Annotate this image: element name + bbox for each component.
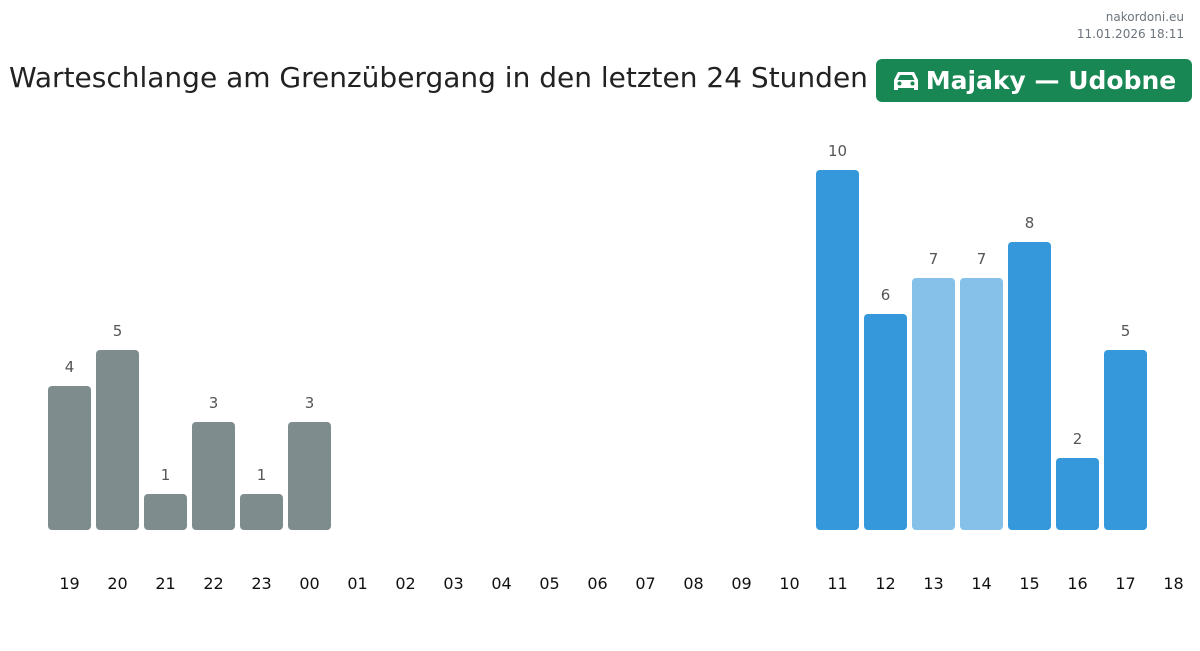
- x-tick-label: 12: [875, 574, 895, 593]
- bar-14: [960, 278, 1003, 530]
- value-label-23: 1: [257, 466, 267, 484]
- x-tick-label: 01: [347, 574, 367, 593]
- value-label-15: 8: [1025, 214, 1035, 232]
- x-tick-label: 13: [923, 574, 943, 593]
- car-icon: [893, 71, 918, 90]
- value-label-14: 7: [977, 250, 987, 268]
- x-tick-label: 03: [443, 574, 463, 593]
- x-tick-label: 10: [779, 574, 799, 593]
- x-tick-label: 19: [59, 574, 79, 593]
- badge-label: Majaky — Udobne: [925, 66, 1177, 95]
- bar-19: [48, 386, 91, 530]
- bar-21: [144, 494, 187, 530]
- bar-13: [912, 278, 955, 530]
- value-label-16: 2: [1073, 430, 1083, 448]
- bar-15: [1008, 242, 1051, 530]
- x-tick-label: 07: [635, 574, 655, 593]
- x-tick-label: 20: [107, 574, 127, 593]
- x-tick-label: 05: [539, 574, 559, 593]
- value-label-00: 3: [305, 394, 315, 412]
- x-tick-label: 08: [683, 574, 703, 593]
- bar-11: [816, 170, 859, 530]
- x-tick-label: 23: [251, 574, 271, 593]
- x-tick-label: 09: [731, 574, 751, 593]
- bar-16: [1056, 458, 1099, 530]
- meta-info: nakordoni.eu 11.01.2026 18:11: [1077, 9, 1184, 43]
- x-tick-label: 18: [1163, 574, 1183, 593]
- page-title: Warteschlange am Grenzübergang in den le…: [9, 61, 868, 94]
- bar-20: [96, 350, 139, 530]
- value-label-11: 10: [828, 142, 847, 160]
- bar-23: [240, 494, 283, 530]
- value-label-20: 5: [113, 322, 123, 340]
- x-tick-label: 06: [587, 574, 607, 593]
- x-tick-label: 02: [395, 574, 415, 593]
- value-label-22: 3: [209, 394, 219, 412]
- x-tick-label: 14: [971, 574, 991, 593]
- x-tick-label: 04: [491, 574, 511, 593]
- value-label-19: 4: [65, 358, 75, 376]
- x-tick-label: 16: [1067, 574, 1087, 593]
- x-tick-label: 11: [827, 574, 847, 593]
- site-name: nakordoni.eu: [1105, 10, 1184, 24]
- x-tick-label: 17: [1115, 574, 1135, 593]
- x-tick-label: 22: [203, 574, 223, 593]
- value-label-21: 1: [161, 466, 171, 484]
- timestamp: 11.01.2026 18:11: [1076, 27, 1184, 41]
- crossing-badge: Majaky — Udobne: [876, 59, 1192, 102]
- bar-00: [288, 422, 331, 530]
- value-label-17: 5: [1121, 322, 1131, 340]
- x-tick-label: 21: [155, 574, 175, 593]
- bar-17: [1104, 350, 1147, 530]
- bar-22: [192, 422, 235, 530]
- x-tick-label: 00: [299, 574, 319, 593]
- value-label-13: 7: [929, 250, 939, 268]
- x-tick-label: 15: [1019, 574, 1039, 593]
- bar-12: [864, 314, 907, 530]
- value-label-12: 6: [881, 286, 891, 304]
